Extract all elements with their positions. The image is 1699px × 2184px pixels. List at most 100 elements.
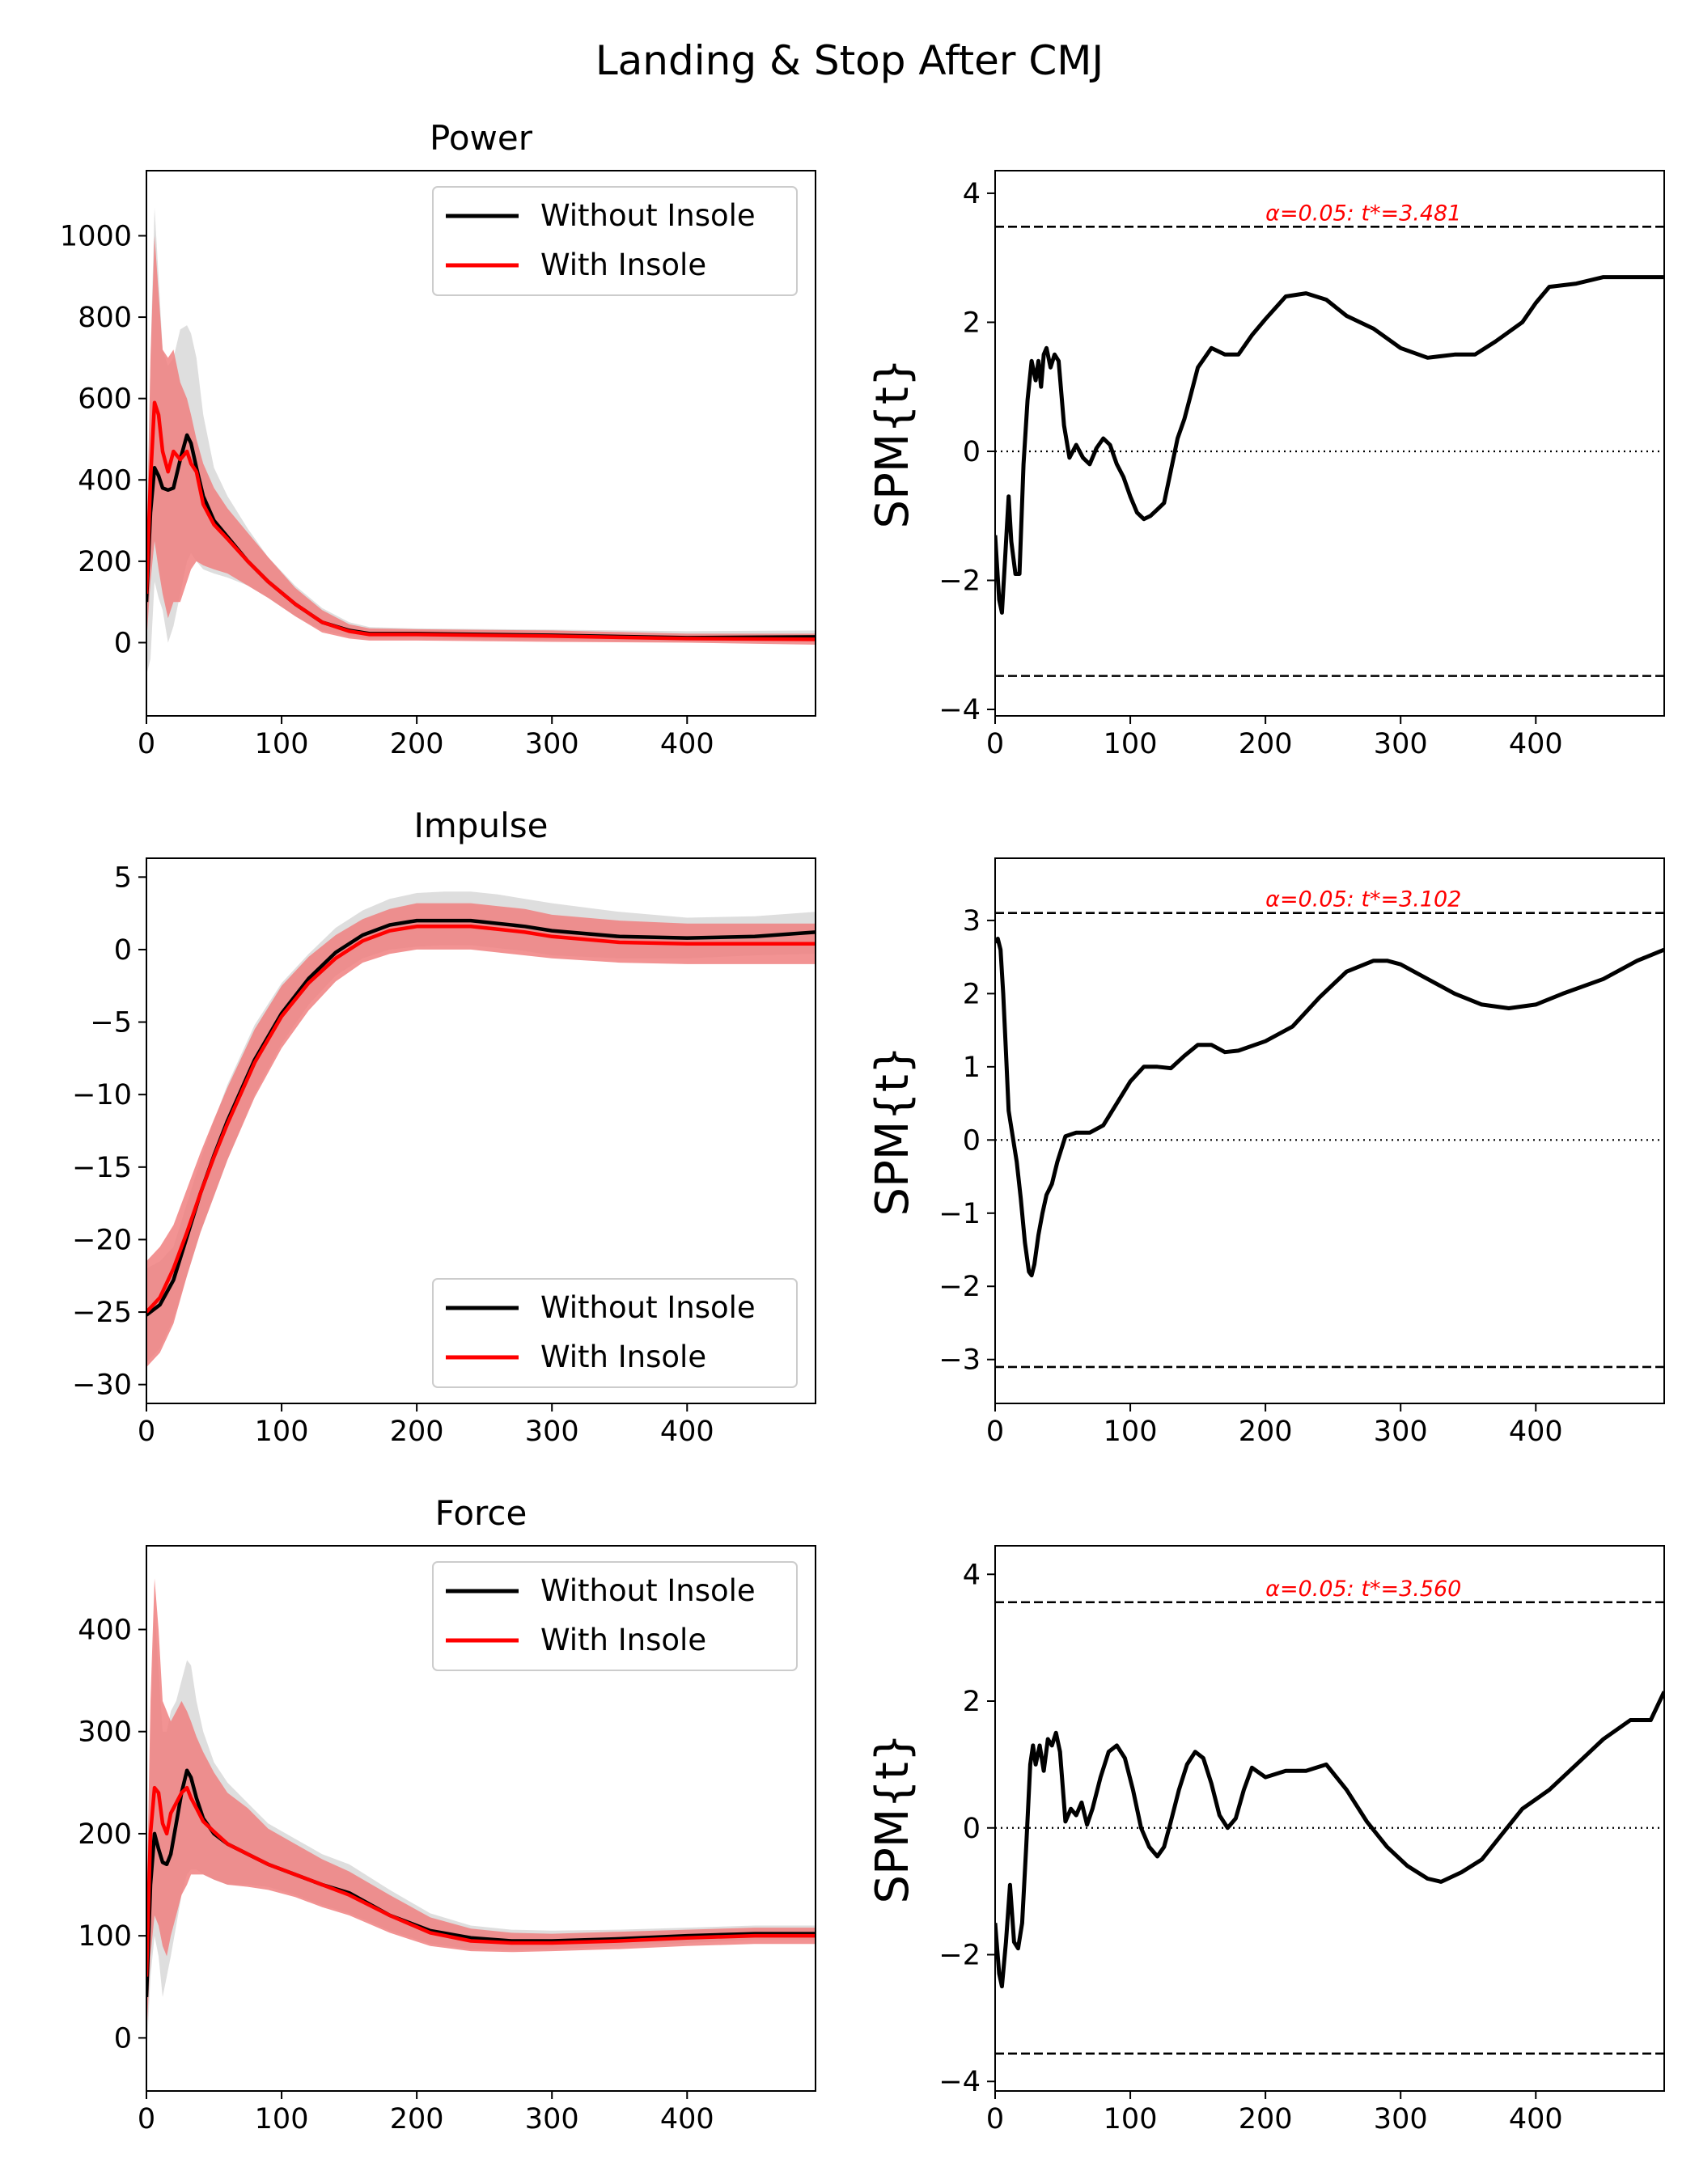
x-tick-label: 400 (660, 1416, 714, 1448)
axes-frame (994, 170, 1665, 717)
x-tick-label: 200 (390, 2103, 444, 2135)
panel-power-mean: 0 100 200 300 400 0 200 400 600 800 1000 Power Witho… (60, 118, 816, 760)
x-tick-label: 400 (1509, 2103, 1563, 2135)
y-tick-label: 1000 (60, 220, 132, 252)
panels: 0 100 200 300 40002004006008001000PowerWitho… (60, 118, 1665, 2135)
y-tick-label: 0 (114, 2022, 132, 2055)
y-tick-label: 200 (78, 546, 132, 578)
panel-impulse-spm: α=0.05: t*=3.102 0 100 200 300 400 −3 −2 −1 0 1 2 3 S… (866, 857, 1665, 1448)
x-tick-label: 100 (1104, 728, 1158, 760)
x-tick-label: 100 (255, 2103, 309, 2135)
x-tick-label: 0 (138, 1416, 155, 1448)
panel-title: Force (435, 1493, 527, 1533)
x-tick-label: 200 (390, 728, 444, 760)
y-tick-label: 300 (78, 1716, 132, 1749)
axes-frame (146, 857, 816, 1404)
y-tick-label: 5 (114, 861, 132, 894)
y-tick-label: 1 (963, 1052, 981, 1084)
x-tick-label: 0 (986, 728, 1004, 760)
legend: Without Insole With Insole (432, 1561, 798, 1671)
y-tick-label: −10 (72, 1079, 132, 1111)
y-tick-label: 400 (78, 464, 132, 497)
series-with-insole (146, 1785, 816, 1977)
threshold-label: α=0.05: t*=3.560 (1265, 1577, 1461, 1602)
panel-title: Power (430, 118, 533, 158)
y-tick-label: −3 (938, 1344, 981, 1377)
series-with-insole (146, 400, 816, 641)
y-tick-label: −4 (938, 694, 981, 726)
band-with-insole (146, 903, 816, 1368)
y-tick-label: 0 (963, 1124, 981, 1157)
y-tick-label: 800 (78, 302, 132, 334)
plot-area (995, 912, 1664, 1369)
x-tick-label: 400 (1509, 728, 1563, 760)
y-tick-label: 3 (963, 905, 981, 938)
legend-label: With Insole (540, 1340, 706, 1374)
x-tick-label: 0 (986, 1416, 1004, 1448)
band-with-insole (146, 1578, 816, 2038)
y-tick-label: −30 (72, 1369, 132, 1402)
legend: Without Insole With Insole (432, 186, 798, 296)
x-tick-label: 400 (660, 728, 714, 760)
figure-title: Landing & Stop After CMJ (595, 37, 1104, 84)
axes-frame (994, 1545, 1665, 2092)
x-tick-label: 300 (525, 728, 579, 760)
band-without-insole (146, 1609, 816, 2059)
x-tick-label: 0 (138, 2103, 155, 2135)
y-tick-label: 0 (963, 436, 981, 468)
y-axis-label: SPM{t} (866, 358, 919, 529)
y-tick-label: −25 (72, 1297, 132, 1329)
y-tick-label: 2 (963, 978, 981, 1010)
panel-impulse-mean: 0 100 200 300 400 −30 −25 −20 −15 −10 −5 0 5 Impulse W… (72, 806, 816, 1448)
y-tick-label: 0 (114, 627, 132, 659)
panel-force-mean: 0 100 200 300 400 0 100 200 300 400 Force Without I… (78, 1493, 816, 2135)
y-tick-label: −1 (938, 1198, 981, 1230)
legend: Without Insole With Insole (432, 1278, 798, 1388)
plot-area (995, 1601, 1664, 2055)
y-tick-label: 100 (78, 1920, 132, 1953)
y-axis-label: SPM{t} (866, 1046, 919, 1217)
x-tick-label: 300 (525, 2103, 579, 2135)
threshold-label: α=0.05: t*=3.102 (1265, 887, 1461, 912)
y-tick-label: −2 (938, 1940, 981, 1972)
panel-title: Impulse (414, 806, 549, 845)
y-tick-label: 2 (963, 307, 981, 339)
x-tick-label: 200 (1239, 1416, 1293, 1448)
x-tick-label: 300 (1374, 728, 1428, 760)
y-tick-label: −4 (938, 2066, 981, 2098)
x-tick-label: 300 (1374, 1416, 1428, 1448)
legend-box (432, 1278, 798, 1388)
plot-area (146, 1578, 816, 2059)
x-tick-label: 200 (1239, 728, 1293, 760)
axes-frame (994, 857, 1665, 1404)
spm-t-curve (995, 275, 1664, 615)
y-tick-label: −2 (938, 565, 981, 597)
plot-area (146, 891, 816, 1368)
x-tick-label: 200 (1239, 2103, 1293, 2135)
legend-label: Without Insole (540, 198, 756, 233)
x-tick-label: 100 (1104, 2103, 1158, 2135)
legend-box (432, 1561, 798, 1671)
x-tick-label: 200 (390, 1416, 444, 1448)
x-tick-label: 0 (986, 2103, 1004, 2135)
y-tick-label: 0 (114, 934, 132, 967)
y-tick-label: 200 (78, 1818, 132, 1851)
x-tick-label: 300 (525, 1416, 579, 1448)
y-tick-label: 0 (963, 1813, 981, 1845)
series-with-insole (146, 925, 816, 1314)
y-tick-label: −15 (72, 1152, 132, 1184)
x-tick-label: 300 (1374, 2103, 1428, 2135)
y-tick-label: −2 (938, 1271, 981, 1303)
spm-t-curve (995, 937, 1664, 1278)
plot-area (995, 226, 1664, 677)
y-tick-label: 2 (963, 1686, 981, 1718)
y-tick-label: 600 (78, 383, 132, 416)
x-tick-label: 100 (255, 728, 309, 760)
y-tick-label: 4 (963, 1559, 981, 1591)
x-tick-label: 400 (1509, 1416, 1563, 1448)
legend-label: Without Insole (540, 1573, 756, 1608)
y-tick-label: −5 (90, 1007, 132, 1039)
y-axis-label: SPM{t} (866, 1733, 919, 1904)
